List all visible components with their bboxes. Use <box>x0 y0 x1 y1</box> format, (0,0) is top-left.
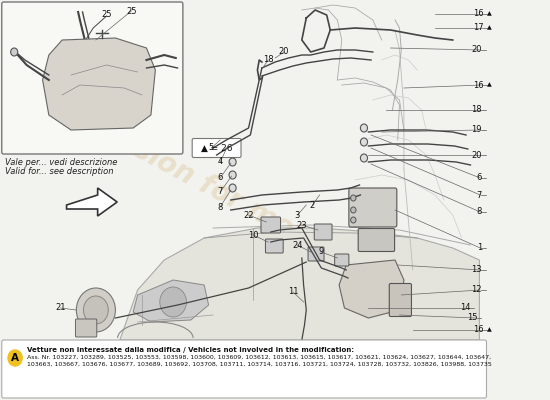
Text: 1: 1 <box>477 244 482 252</box>
Text: 16: 16 <box>473 10 484 18</box>
Polygon shape <box>120 228 480 340</box>
Text: Vale per... vedi descrizione: Vale per... vedi descrizione <box>6 158 118 167</box>
Text: 19: 19 <box>471 126 482 134</box>
Text: 23: 23 <box>296 220 307 230</box>
Text: 15: 15 <box>467 314 477 322</box>
Text: 10: 10 <box>248 230 258 240</box>
Circle shape <box>351 207 356 213</box>
Text: 4: 4 <box>218 158 223 166</box>
Circle shape <box>360 124 367 132</box>
Text: 8: 8 <box>217 202 223 212</box>
Circle shape <box>10 48 18 56</box>
Polygon shape <box>67 188 117 216</box>
FancyBboxPatch shape <box>261 217 280 233</box>
Text: 12: 12 <box>471 286 482 294</box>
Text: 11: 11 <box>288 288 298 296</box>
Text: 21: 21 <box>55 304 65 312</box>
Circle shape <box>360 154 367 162</box>
Polygon shape <box>339 260 404 318</box>
Text: 16: 16 <box>473 80 484 90</box>
Text: 7: 7 <box>217 188 223 196</box>
FancyBboxPatch shape <box>2 2 183 154</box>
Text: ▲: ▲ <box>485 328 492 332</box>
FancyBboxPatch shape <box>2 340 486 398</box>
FancyBboxPatch shape <box>389 284 411 316</box>
Text: 5: 5 <box>208 144 214 152</box>
Text: 2: 2 <box>310 200 315 210</box>
Text: ▲: ▲ <box>485 26 492 30</box>
FancyBboxPatch shape <box>334 254 349 266</box>
FancyBboxPatch shape <box>266 239 283 253</box>
Text: 18: 18 <box>471 106 482 114</box>
Text: 7: 7 <box>477 190 482 200</box>
Text: 9: 9 <box>319 248 324 256</box>
Polygon shape <box>133 280 208 322</box>
Text: ▲ = 26: ▲ = 26 <box>201 144 232 152</box>
Text: 103663, 103667, 103676, 103677, 103689, 103692, 103708, 103711, 103714, 103716, : 103663, 103667, 103676, 103677, 103689, … <box>26 362 491 367</box>
Circle shape <box>360 138 367 146</box>
Text: Ass. Nr. 103227, 103289, 103525, 103553, 103598, 103600, 103609, 103612, 103613,: Ass. Nr. 103227, 103289, 103525, 103553,… <box>26 355 491 360</box>
Text: Vetture non interessate dalla modifica / Vehicles not involved in the modificati: Vetture non interessate dalla modifica /… <box>26 347 354 353</box>
Circle shape <box>229 184 236 192</box>
Text: 16: 16 <box>473 326 484 334</box>
FancyBboxPatch shape <box>308 247 324 261</box>
FancyBboxPatch shape <box>75 319 97 337</box>
Text: 24: 24 <box>292 240 302 250</box>
Text: 14: 14 <box>460 304 470 312</box>
Text: 20: 20 <box>471 150 482 160</box>
Text: 17: 17 <box>473 24 484 32</box>
Circle shape <box>84 296 108 324</box>
Text: 20: 20 <box>471 46 482 54</box>
Text: 13: 13 <box>471 266 482 274</box>
Text: ▲: ▲ <box>485 82 492 88</box>
Text: 25: 25 <box>126 6 136 16</box>
Text: 25: 25 <box>101 10 112 19</box>
Text: passion for motorsports: passion for motorsports <box>80 109 426 311</box>
Circle shape <box>160 287 186 317</box>
Polygon shape <box>42 38 155 130</box>
Circle shape <box>8 350 22 366</box>
Circle shape <box>351 217 356 223</box>
Text: 20: 20 <box>279 48 289 56</box>
Text: 6: 6 <box>217 174 223 182</box>
Text: A: A <box>11 353 19 363</box>
FancyBboxPatch shape <box>358 228 394 252</box>
FancyBboxPatch shape <box>192 138 241 158</box>
FancyBboxPatch shape <box>349 188 397 227</box>
Circle shape <box>229 171 236 179</box>
Text: ▲: ▲ <box>485 12 492 16</box>
Circle shape <box>229 158 236 166</box>
Text: 18: 18 <box>263 56 273 64</box>
FancyBboxPatch shape <box>314 224 332 240</box>
Circle shape <box>351 195 356 201</box>
Circle shape <box>76 288 116 332</box>
Text: 22: 22 <box>243 210 254 220</box>
Text: 6: 6 <box>477 174 482 182</box>
Text: 8: 8 <box>477 208 482 216</box>
Text: Valid for... see description: Valid for... see description <box>6 167 114 176</box>
Text: 3: 3 <box>295 210 300 220</box>
